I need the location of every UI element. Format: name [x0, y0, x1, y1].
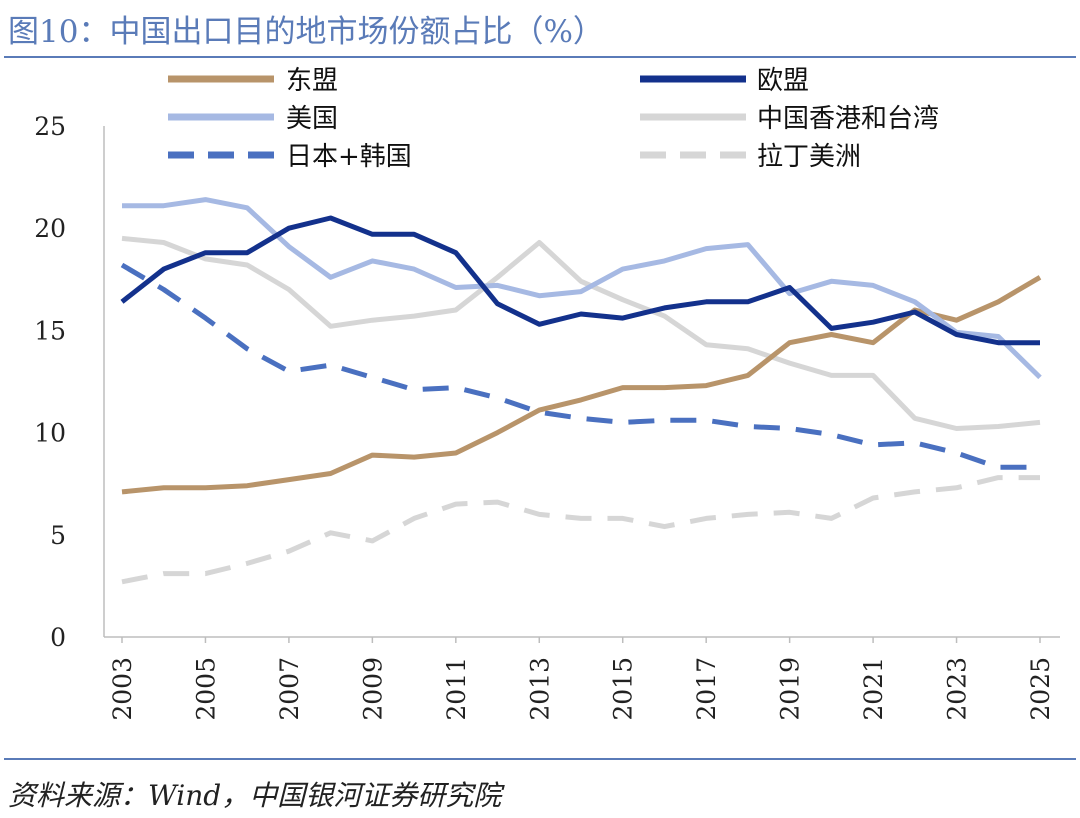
legend-label: 拉丁美洲 — [757, 142, 861, 172]
legend-label: 日本+韩国 — [286, 142, 412, 172]
x-tick-label: 2009 — [358, 657, 387, 721]
legend-label: 欧盟 — [757, 66, 809, 96]
y-tick-label: 0 — [50, 623, 66, 652]
y-tick-label: 10 — [34, 419, 66, 448]
title-rule — [4, 56, 1076, 58]
x-tick-label: 2021 — [859, 657, 888, 721]
x-tick-label: 2005 — [191, 657, 220, 721]
x-tick-label: 2003 — [108, 657, 137, 721]
legend-label: 美国 — [286, 104, 338, 134]
x-tick-label: 2015 — [609, 657, 638, 721]
series-line-0 — [121, 275, 1042, 495]
y-tick-label: 5 — [50, 521, 66, 550]
x-tick-label: 2017 — [692, 657, 721, 721]
x-tick-label: 2023 — [943, 657, 972, 721]
y-tick-label: 20 — [34, 214, 66, 243]
series-line-1 — [120, 215, 1040, 346]
series-line-3 — [121, 235, 1041, 431]
legend-label: 东盟 — [286, 66, 338, 96]
x-tick-label: 2011 — [442, 657, 471, 721]
series-line-2 — [122, 197, 1042, 380]
x-tick-label: 2007 — [275, 657, 304, 721]
figure-title: 图10：中国出口目的地市场份额占比（%） — [8, 14, 604, 50]
x-tick-label: 2013 — [525, 657, 554, 721]
y-tick-label: 25 — [34, 112, 66, 141]
y-tick-label: 15 — [34, 316, 66, 345]
series-line-4 — [120, 262, 1040, 470]
x-tick-label: 2025 — [1026, 657, 1055, 721]
chart-series — [120, 197, 1042, 585]
x-tick-label: 2019 — [776, 657, 805, 721]
series-line-5 — [121, 475, 1040, 585]
source-rule — [4, 758, 1076, 760]
legend-label: 中国香港和台湾 — [757, 104, 939, 134]
source-note: 资料来源：Wind，中国银河证券研究院 — [8, 779, 502, 812]
